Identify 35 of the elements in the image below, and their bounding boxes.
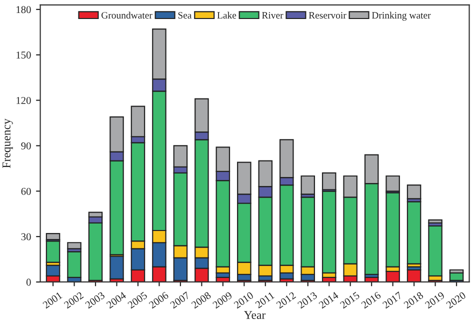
y-axis-title: Frequency [2, 118, 13, 168]
x-tick-label: 2016 [360, 291, 382, 309]
y-tick-label: 90 [21, 142, 31, 150]
x-tick-label: 2004 [106, 291, 127, 309]
legend-label: Reservoir [308, 12, 346, 19]
x-tick-label: 2006 [148, 291, 169, 309]
legend-label: Drinking water [372, 12, 431, 21]
x-tick-label: 2005 [127, 292, 148, 309]
legend-label: River [262, 12, 284, 19]
x-tick-label: 2007 [170, 291, 190, 309]
y-tick-label: 60 [21, 188, 31, 195]
legend-label: Sea [178, 12, 192, 19]
y-tick-label: 0 [26, 278, 31, 286]
x-tick-label: 2014 [318, 291, 339, 309]
x-tick-label: 2013 [297, 292, 318, 309]
x-axis-title: Year [244, 311, 266, 320]
x-tick-label: 2001 [42, 292, 63, 309]
y-tick-label: 180 [16, 6, 31, 14]
y-tick-label: 150 [16, 52, 31, 59]
y-tick-label: 30 [21, 233, 31, 240]
legend-label: Groundwater [102, 12, 152, 19]
x-tick-label: 2008 [190, 291, 212, 309]
x-tick-label: 2009 [212, 292, 233, 309]
x-tick-label: 2015 [340, 292, 360, 309]
y-tick-label: 120 [16, 96, 31, 104]
x-tick-label: 2019 [424, 292, 445, 309]
x-tick-label: 2002 [64, 292, 84, 309]
x-tick-label: 2010 [233, 291, 254, 309]
x-tick-label: 2003 [84, 292, 106, 309]
x-tick-label: 2020 [446, 291, 466, 309]
x-tick-label: 2011 [254, 292, 275, 308]
x-tick-label: 2018 [403, 291, 424, 309]
legend-label: Lake [217, 12, 236, 19]
x-tick-label: 2017 [382, 291, 403, 309]
x-tick-label: 2012 [276, 292, 296, 309]
